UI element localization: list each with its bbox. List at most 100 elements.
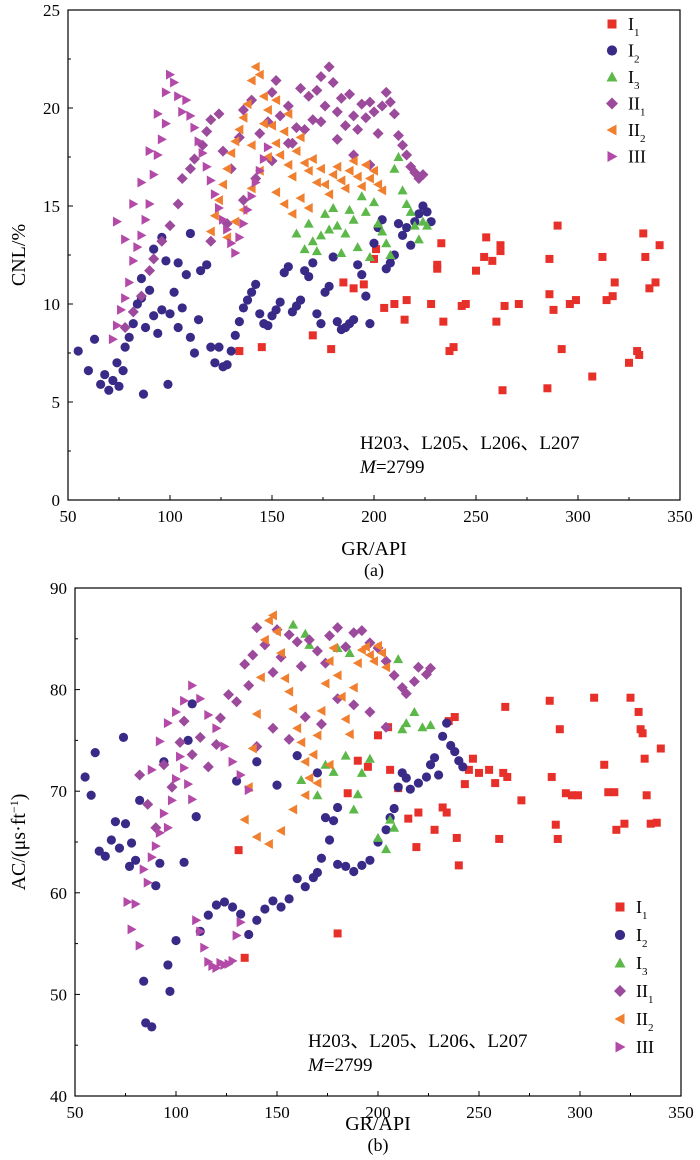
point-ii1 [311, 84, 323, 96]
point-i2 [185, 228, 195, 239]
point-ii1 [251, 622, 263, 634]
point-iii [176, 751, 186, 762]
point-i2 [332, 317, 342, 327]
point-ii1 [295, 82, 307, 94]
point-i2 [361, 291, 371, 301]
legend-marker-ii2 [606, 124, 617, 136]
point-i1 [349, 284, 358, 293]
y-tick-label: 10 [43, 295, 60, 314]
legend-marker-i2 [614, 929, 626, 941]
point-ii2 [311, 177, 321, 188]
point-iii [163, 718, 173, 729]
point-iii [121, 293, 131, 304]
point-i2 [222, 360, 232, 370]
point-i1 [641, 252, 650, 261]
x-tick-label: 150 [259, 507, 285, 526]
point-i1 [400, 315, 409, 324]
point-ii2 [360, 159, 370, 170]
point-ii1 [283, 629, 295, 641]
point-ii1 [172, 198, 184, 210]
point-ii2 [304, 772, 314, 783]
point-iii [145, 146, 155, 157]
point-i2 [271, 305, 281, 315]
point-i2 [124, 861, 135, 871]
point-ii1 [283, 733, 295, 745]
point-ii1 [267, 722, 279, 734]
point-ii1 [388, 108, 400, 120]
point-iii [223, 224, 233, 235]
point-ii1 [348, 627, 360, 639]
point-ii2 [296, 737, 306, 748]
point-iii [149, 169, 159, 180]
point-ii2 [364, 650, 374, 661]
point-iii [155, 736, 165, 747]
point-i1 [602, 296, 611, 305]
point-ii1 [201, 126, 213, 138]
point-iii [112, 320, 122, 331]
point-i1 [480, 252, 489, 261]
point-i3 [409, 706, 420, 716]
point-i2 [131, 855, 141, 865]
point-ii1 [217, 145, 229, 157]
point-ii1 [184, 163, 196, 175]
point-i2 [413, 778, 423, 788]
point-i1 [588, 372, 597, 381]
legend-marker-ii1 [614, 985, 626, 997]
point-ii1 [174, 736, 186, 748]
legend-label-ii1: II1 [628, 94, 646, 119]
point-ii2 [262, 104, 272, 115]
point-iii [180, 695, 190, 706]
point-i2 [260, 904, 270, 914]
point-i1 [500, 301, 509, 310]
chart-a-points [73, 61, 664, 399]
point-i1 [636, 725, 645, 734]
point-i2 [324, 835, 335, 845]
point-i2 [104, 385, 114, 395]
point-iii [167, 795, 177, 806]
point-i1 [634, 707, 643, 716]
point-i1 [461, 300, 470, 308]
point-i3 [401, 718, 412, 728]
point-i2 [308, 258, 318, 268]
point-i1 [638, 729, 647, 738]
point-iii [188, 794, 198, 805]
chart-b-panel-label: (b) [368, 1135, 389, 1156]
point-ii2 [332, 161, 342, 172]
point-ii1 [202, 761, 214, 773]
point-iii [143, 877, 153, 888]
point-iii [200, 942, 210, 953]
point-iii [161, 87, 171, 98]
legend-marker-iii [607, 151, 618, 162]
point-ii2 [259, 634, 269, 645]
point-i1 [464, 765, 473, 774]
point-i2 [236, 909, 246, 919]
point-ii1 [331, 106, 343, 118]
point-i1 [501, 702, 510, 711]
point-i2 [247, 287, 257, 297]
y-tick-label: 5 [52, 393, 61, 412]
point-i2 [147, 1022, 157, 1032]
point-ii2 [377, 648, 387, 659]
point-i1 [567, 791, 576, 800]
point-ii1 [266, 86, 278, 98]
point-i2 [284, 894, 294, 904]
chart-b-y-title-main: AC/(μs·ft [8, 813, 30, 891]
point-i2 [295, 295, 306, 305]
point-ii1 [388, 669, 400, 681]
point-i2 [89, 334, 100, 344]
point-ii1 [315, 116, 327, 128]
point-iii [153, 108, 163, 119]
point-i3 [312, 790, 323, 800]
point-iii [212, 723, 222, 734]
point-ii2 [352, 171, 362, 182]
point-i1 [491, 779, 500, 788]
point-i2 [214, 342, 224, 352]
x-tick-label: 350 [668, 1103, 694, 1122]
point-i2 [155, 858, 165, 868]
point-ii2 [352, 658, 362, 669]
point-ii1 [315, 718, 327, 730]
point-ii2 [205, 226, 215, 237]
legend-label-ii1: II1 [636, 981, 654, 1006]
